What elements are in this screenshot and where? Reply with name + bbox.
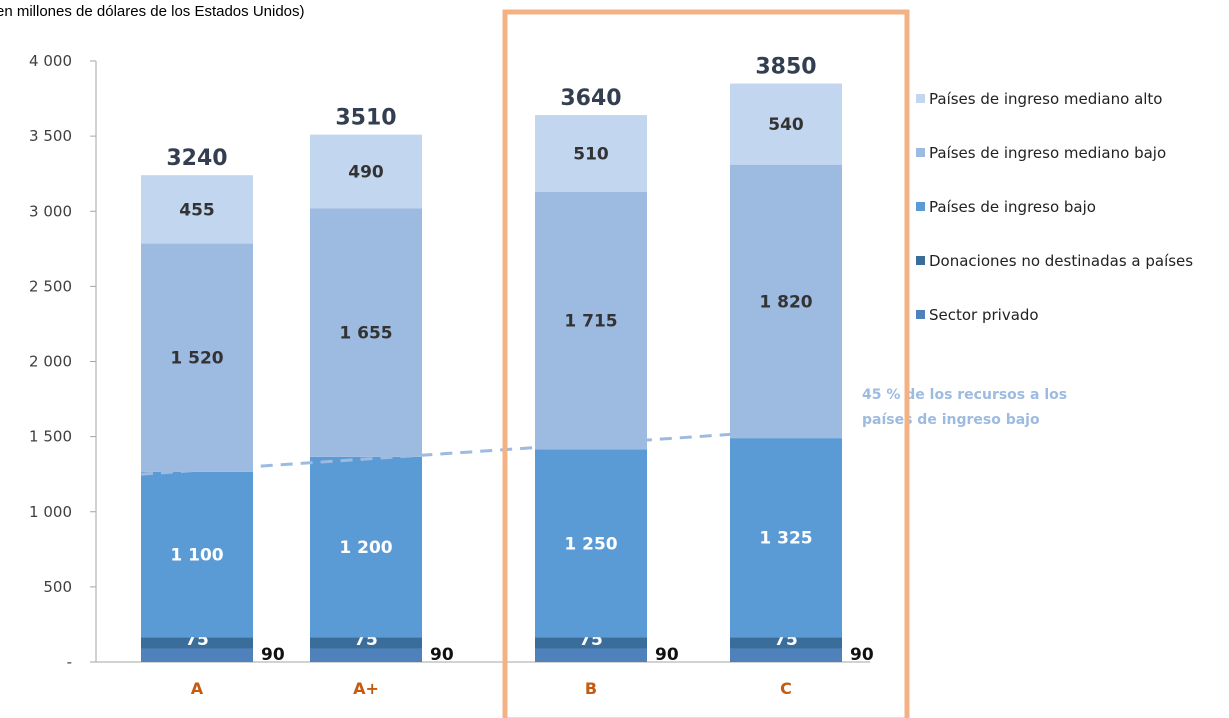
bar-segment xyxy=(141,175,253,244)
bar-total-label: 3640 xyxy=(560,86,621,111)
segment-value-label: 1 100 xyxy=(170,546,223,566)
segment-value-label: 90 xyxy=(430,645,454,665)
bar-segment xyxy=(535,449,647,638)
y-tick-label: 2 500 xyxy=(29,277,72,295)
y-tick-label: - xyxy=(67,653,72,671)
legend-label: Sector privado xyxy=(929,306,1039,324)
segment-value-label: 1 715 xyxy=(564,312,617,332)
annotation-text: 45 % de los recursos a los xyxy=(862,387,1067,403)
bar-segment xyxy=(141,243,253,472)
bar-segment xyxy=(141,471,253,638)
y-tick-label: 500 xyxy=(43,578,72,596)
bar-segment xyxy=(535,115,647,192)
highlight-box xyxy=(502,9,910,718)
segment-value-label: 1 520 xyxy=(170,349,223,369)
segment-value-label: 1 250 xyxy=(564,534,617,554)
bar-total-label: 3850 xyxy=(755,55,816,80)
bar-segment xyxy=(730,648,842,662)
bar-segment xyxy=(310,456,422,638)
bar-segment xyxy=(310,134,422,209)
segment-value-label: 90 xyxy=(850,645,874,665)
bar-segment xyxy=(310,208,422,457)
bar-segment xyxy=(310,637,422,649)
bar-total-label: 3510 xyxy=(335,106,396,131)
y-tick-label: 1 500 xyxy=(29,428,72,446)
segment-value-label: 490 xyxy=(348,162,384,182)
bar-segment xyxy=(730,83,842,165)
legend-label: Países de ingreso bajo xyxy=(929,198,1096,216)
legend: Países de ingreso mediano alto Países de … xyxy=(916,90,1193,324)
legend-swatch xyxy=(916,202,925,211)
bar-segment xyxy=(730,164,842,439)
bar-segment xyxy=(310,648,422,662)
x-category-label: C xyxy=(780,679,792,698)
bar-segment xyxy=(730,637,842,649)
segment-value-label: 90 xyxy=(261,645,285,665)
legend-label: Países de ingreso mediano alto xyxy=(929,90,1163,108)
bar-total-label: 3240 xyxy=(166,146,227,171)
x-category-label: A+ xyxy=(353,679,379,698)
segment-value-label: 1 200 xyxy=(339,538,392,558)
segment-value-label: 540 xyxy=(768,115,804,135)
y-axis: - 500 1 000 1 500 2 000 2 500 3 000 3 500 4 000 xyxy=(29,52,870,671)
legend-swatch xyxy=(916,310,925,319)
chart-subtitle: en millones de dólares de los Estados Un… xyxy=(0,3,305,20)
y-tick-label: 3 500 xyxy=(29,127,72,145)
y-tick-label: 4 000 xyxy=(29,52,72,70)
y-tick-label: 1 000 xyxy=(29,503,72,521)
segment-value-label: 1 325 xyxy=(759,529,812,549)
bar-segment xyxy=(141,648,253,662)
highlight-rectangle xyxy=(502,9,910,718)
segment-value-label: 1 655 xyxy=(339,324,392,344)
bar-segment xyxy=(730,438,842,638)
segment-value-label: 1 820 xyxy=(759,292,812,312)
legend-label: Donaciones no destinadas a países xyxy=(929,252,1193,270)
segment-value-label: 455 xyxy=(179,200,215,220)
legend-swatch xyxy=(916,94,925,103)
bar-segment xyxy=(141,637,253,649)
bar-segment xyxy=(535,637,647,649)
legend-swatch xyxy=(916,148,925,157)
bar-segment xyxy=(535,191,647,450)
segment-value-label: 90 xyxy=(655,645,679,665)
legend-label: Países de ingreso mediano bajo xyxy=(929,144,1166,162)
x-category-label: A xyxy=(191,679,204,698)
y-tick-label: 2 000 xyxy=(29,353,72,371)
x-category-label: B xyxy=(585,679,597,698)
y-tick-label: 3 000 xyxy=(29,202,72,220)
legend-swatch xyxy=(916,256,925,265)
segment-value-label: 510 xyxy=(573,144,609,164)
bar-segment xyxy=(535,648,647,662)
annotation-text: países de ingreso bajo xyxy=(862,412,1040,428)
trend-dashed-line xyxy=(140,425,843,476)
